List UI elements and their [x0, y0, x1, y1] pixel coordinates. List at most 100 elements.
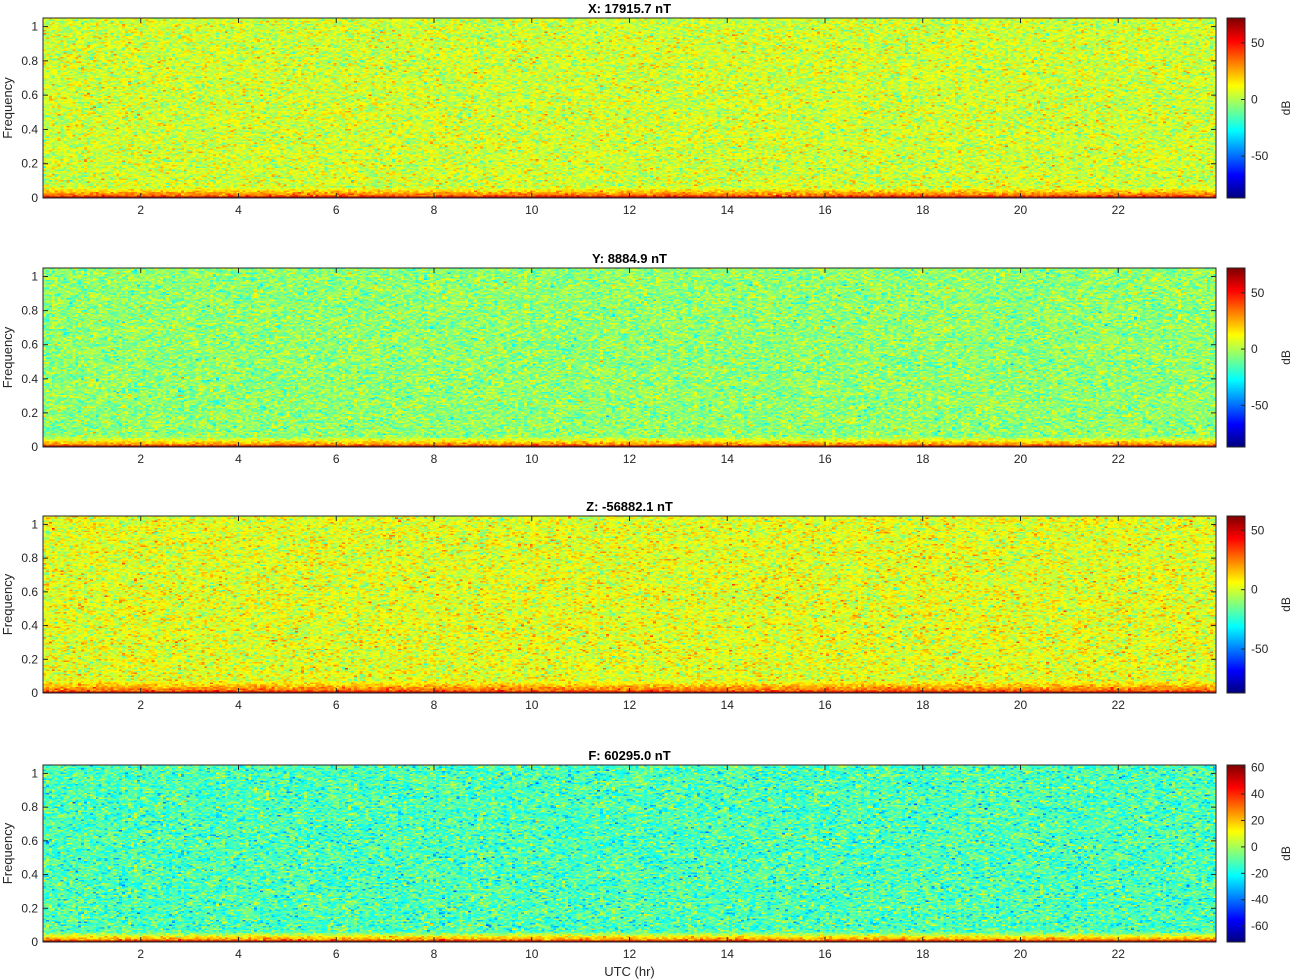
colorbar-frame: [1226, 267, 1246, 448]
colorbar-tick-label: -50: [1251, 149, 1269, 163]
colorbar-tick-label: 60: [1251, 761, 1265, 775]
y-axis-label: Frequency: [0, 77, 15, 139]
colorbar-frame: [1226, 17, 1246, 199]
colorbar-label: dB: [1279, 597, 1293, 612]
x-tick-label: 14: [721, 698, 735, 712]
x-tick-label: 12: [623, 698, 637, 712]
x-tick-label: 20: [1014, 698, 1028, 712]
y-tick-label: 0.4: [21, 122, 38, 136]
x-tick-label: 8: [431, 203, 438, 217]
x-tick-label: 2: [137, 203, 144, 217]
y-tick-label: 0.8: [21, 304, 38, 318]
y-axis-label: Frequency: [0, 822, 15, 884]
x-tick-label: 12: [623, 947, 637, 961]
x-tick-label: 6: [333, 452, 340, 466]
y-tick-label: 0.2: [21, 901, 38, 915]
x-tick-label: 18: [916, 947, 930, 961]
colorbar: [1227, 18, 1245, 198]
spectrogram-image: [43, 516, 1216, 693]
colorbar-label: dB: [1279, 846, 1293, 861]
x-tick-label: 10: [525, 452, 539, 466]
x-tick-label: 14: [721, 452, 735, 466]
x-tick-label: 10: [525, 203, 539, 217]
colorbar-tick-label: -60: [1251, 919, 1269, 933]
y-tick-label: 0: [31, 686, 38, 700]
panel-title: Y: 8884.9 nT: [592, 251, 667, 266]
x-tick-label: 6: [333, 698, 340, 712]
x-tick-label: 22: [1112, 203, 1126, 217]
y-tick-label: 0: [31, 191, 38, 205]
colorbar-tick-label: 40: [1251, 787, 1265, 801]
x-tick-label: 20: [1014, 452, 1028, 466]
x-tick-label: 8: [431, 452, 438, 466]
colorbar: [1227, 516, 1245, 693]
colorbar-tick-label: 0: [1251, 93, 1258, 107]
x-tick-label: 16: [818, 698, 832, 712]
x-tick-label: 14: [721, 203, 735, 217]
colorbar-tick-label: 50: [1251, 36, 1265, 50]
y-tick-label: 0: [31, 935, 38, 949]
y-tick-label: 0.2: [21, 157, 38, 171]
y-tick-label: 1: [31, 517, 38, 531]
x-tick-label: 16: [818, 452, 832, 466]
y-tick-label: 0.4: [21, 868, 38, 882]
y-tick-label: 0.2: [21, 406, 38, 420]
x-tick-label: 16: [818, 203, 832, 217]
x-tick-label: 16: [818, 947, 832, 961]
panel-2: 2 4 6 8 10 12 14 16 18 20 22 0 0.2 0.4 0.6 0.8 1 Y: 8884.…: [0, 251, 1293, 466]
y-tick-label: 0.6: [21, 338, 38, 352]
y-axis-label: Frequency: [0, 573, 15, 635]
colorbar-tick-label: -40: [1251, 893, 1269, 907]
x-tick-label: 8: [431, 947, 438, 961]
x-tick-label: 22: [1112, 698, 1126, 712]
x-tick-label: 8: [431, 698, 438, 712]
y-tick-label: 1: [31, 20, 38, 34]
colorbar-tick-label: 0: [1251, 840, 1258, 854]
spectrogram-image: [43, 18, 1216, 198]
colorbar-tick-label: 20: [1251, 813, 1265, 827]
x-tick-label: 2: [137, 947, 144, 961]
x-tick-label: 18: [916, 452, 930, 466]
x-tick-label: 22: [1112, 947, 1126, 961]
panel-4: 2 4 6 8 10 12 14 16 18 20 22 0 0.2 0.4 0.6 0.8 1 F: 60295…: [0, 748, 1293, 979]
x-tick-label: 2: [137, 452, 144, 466]
y-tick-label: 0.6: [21, 88, 38, 102]
y-tick-label: 0.4: [21, 619, 38, 633]
y-tick-label: 0.8: [21, 54, 38, 68]
y-tick-label: 0.8: [21, 800, 38, 814]
panel-title: Z: -56882.1 nT: [586, 499, 673, 514]
colorbar-tick-label: 0: [1251, 342, 1258, 356]
x-tick-label: 18: [916, 203, 930, 217]
colorbar-tick-label: 50: [1251, 286, 1265, 300]
x-tick-label: 18: [916, 698, 930, 712]
colorbar-tick-label: 0: [1251, 583, 1258, 597]
spectrogram-image: [43, 765, 1216, 942]
x-axis-label: UTC (hr): [604, 964, 655, 979]
colorbar-tick-label: 50: [1251, 523, 1265, 537]
y-tick-label: 0: [31, 440, 38, 454]
spectrogram-image: [43, 268, 1216, 447]
x-tick-label: 6: [333, 947, 340, 961]
y-axis-label: Frequency: [0, 326, 15, 388]
panel-1: 2 4 6 8 10 12 14 16 18 20 22 0 0.2 0.4 0.6 0.8 1 X: 17915…: [0, 1, 1293, 217]
x-tick-label: 22: [1112, 452, 1126, 466]
x-tick-label: 14: [721, 947, 735, 961]
y-tick-label: 1: [31, 270, 38, 284]
colorbar: [1227, 765, 1245, 942]
colorbar: [1227, 268, 1245, 447]
panel-title: X: 17915.7 nT: [588, 1, 671, 16]
y-tick-label: 0.2: [21, 652, 38, 666]
x-tick-label: 4: [235, 947, 242, 961]
x-tick-label: 6: [333, 203, 340, 217]
x-tick-label: 12: [623, 203, 637, 217]
colorbar-label: dB: [1279, 350, 1293, 365]
panel-3: 2 4 6 8 10 12 14 16 18 20 22 0 0.2 0.4 0.6 0.8 1 Z: -5688…: [0, 499, 1293, 712]
y-tick-label: 0.8: [21, 551, 38, 565]
x-tick-label: 20: [1014, 947, 1028, 961]
y-tick-label: 0.4: [21, 372, 38, 386]
colorbar-frame: [1226, 764, 1246, 943]
panel-title: F: 60295.0 nT: [588, 748, 670, 763]
x-tick-label: 10: [525, 698, 539, 712]
x-tick-label: 4: [235, 698, 242, 712]
